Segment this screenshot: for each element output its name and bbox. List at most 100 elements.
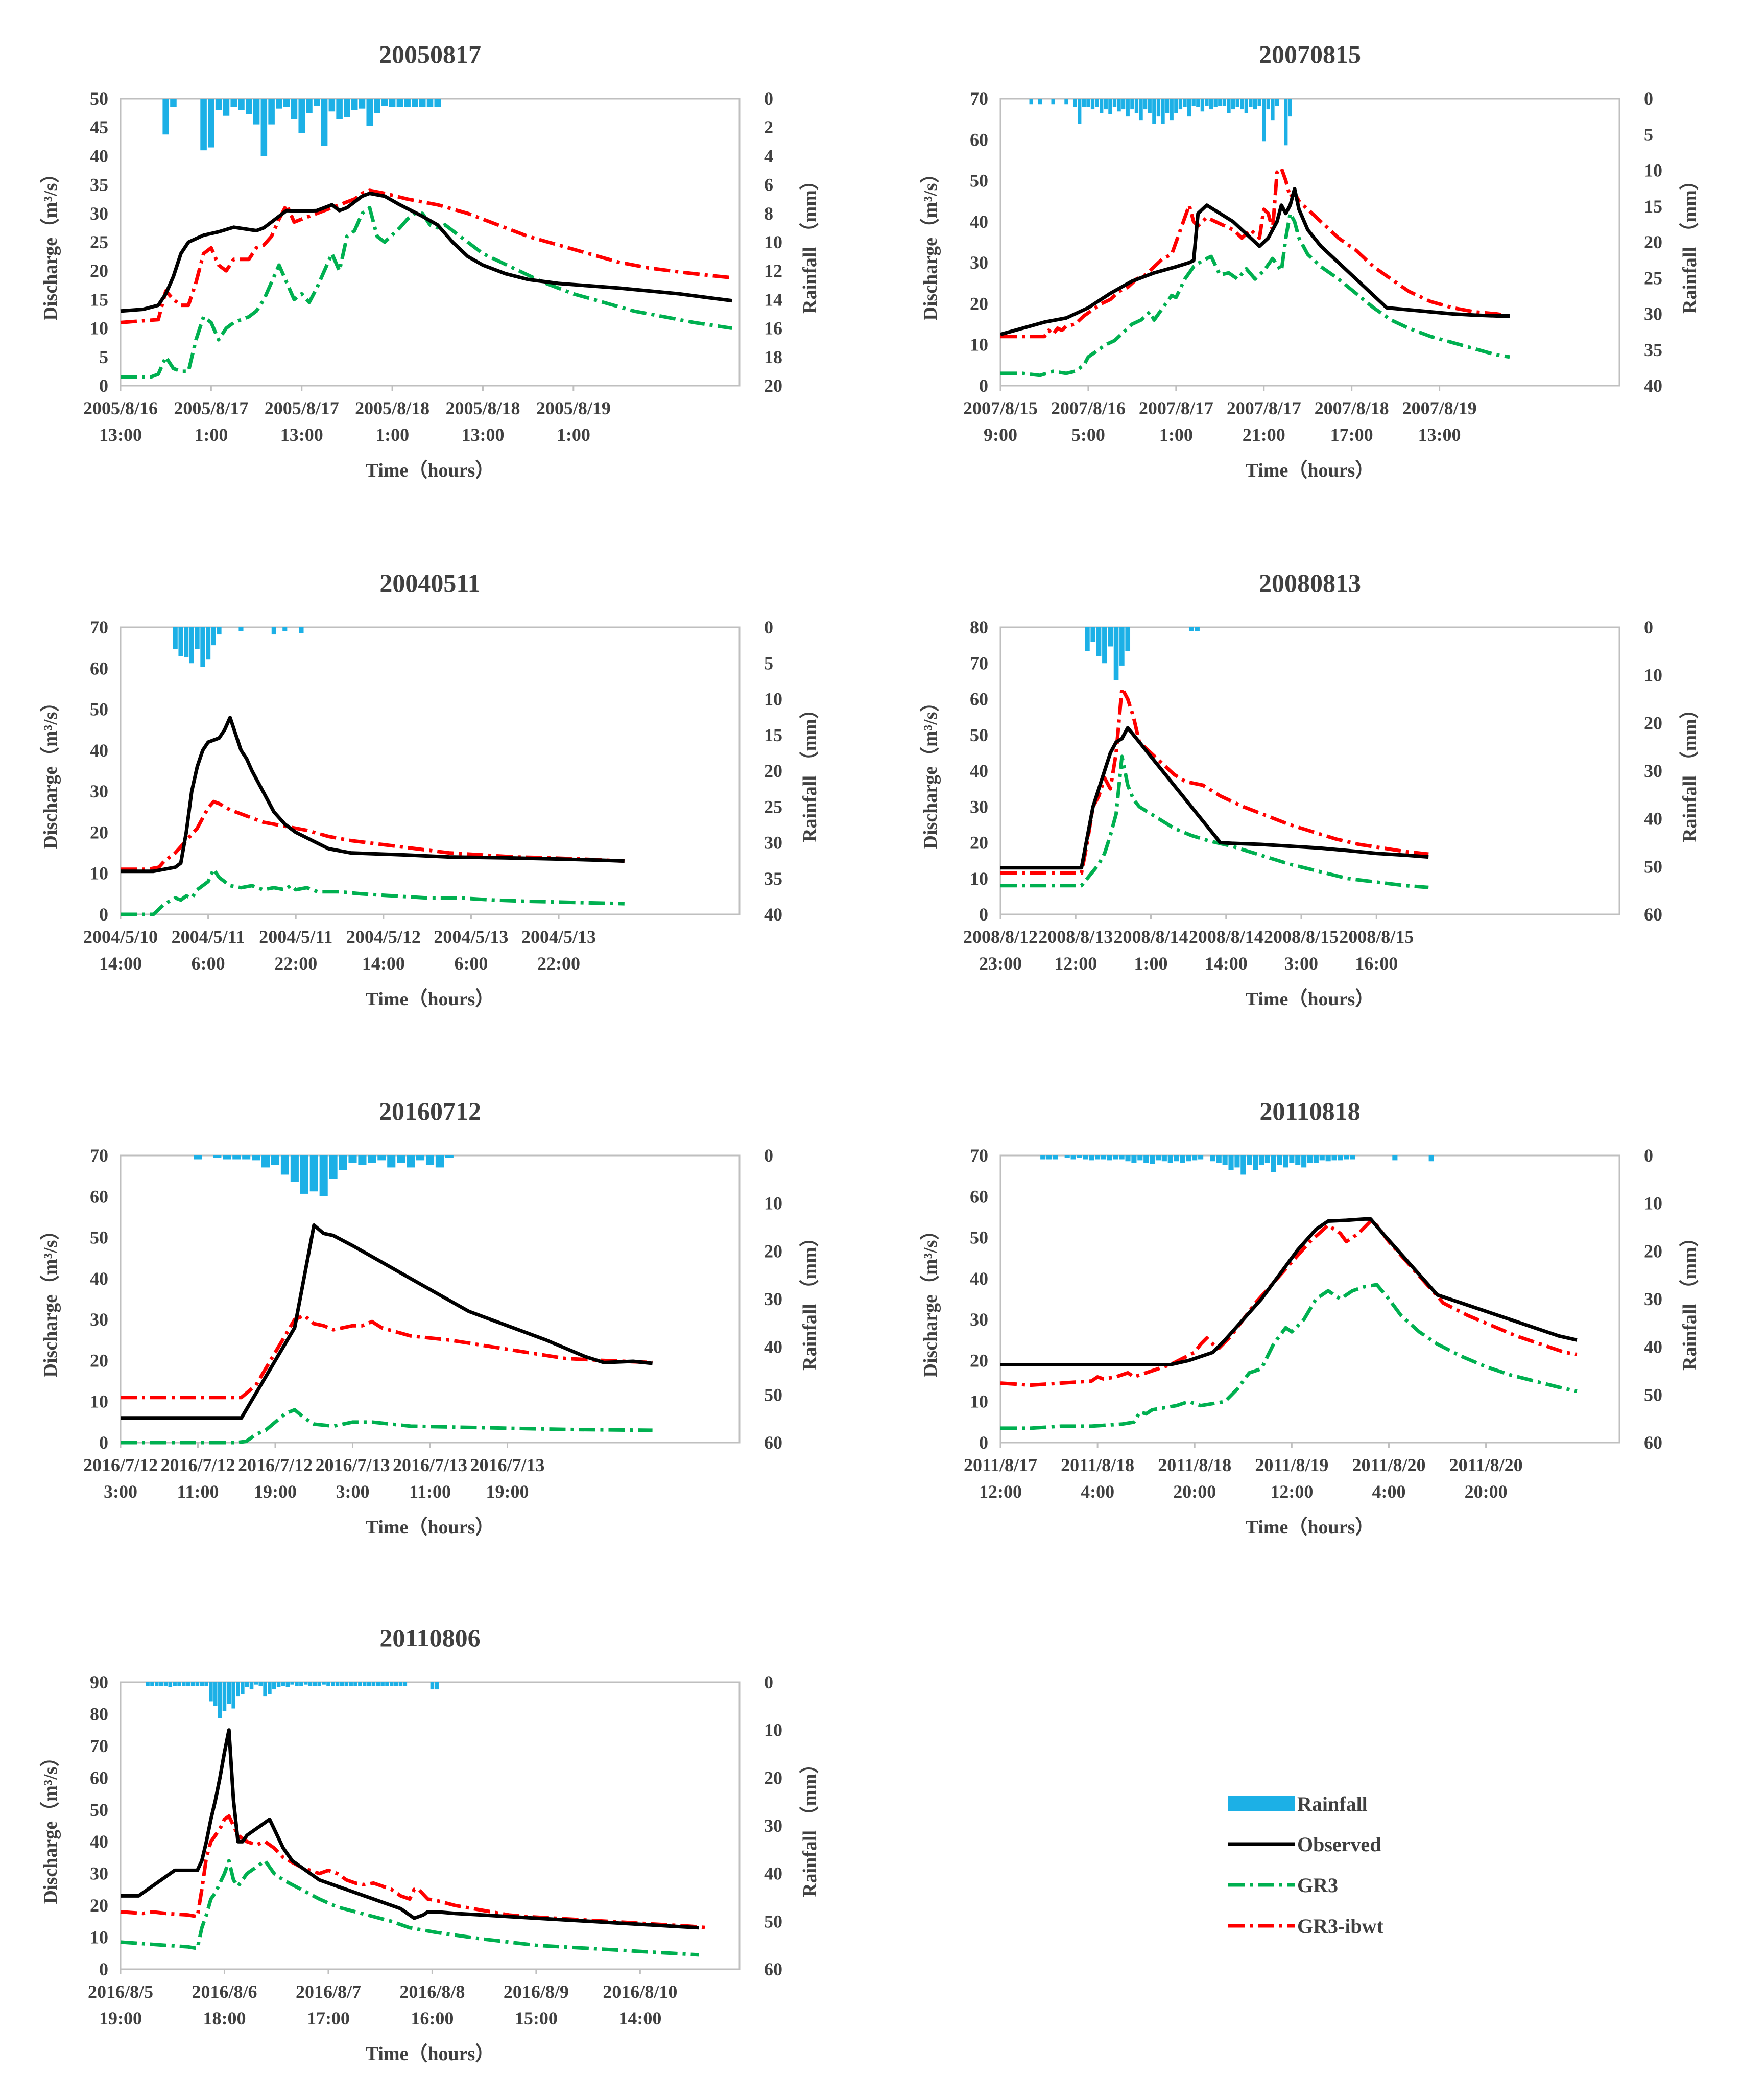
x-tick-label-time: 3:00 [1284,953,1318,974]
rainfall-bar [1240,1155,1246,1175]
chart-panel-20160712: 20160712 0 10 20 30 40 50 60 70 0 10 20 30 40 50 60 2016… [40,1097,821,1538]
y-tick-label: 0 [979,904,988,925]
rainfall-bar [1284,99,1288,146]
y-tick-label: 30 [90,1309,108,1330]
x-tick-label-time: 12:00 [1054,953,1097,974]
rainfall-bar [299,1682,303,1686]
x-tick-label-date: 2005/8/17 [265,398,339,418]
x-tick-label-date: 2008/8/13 [1038,927,1113,947]
rainfall-bar [1046,1155,1052,1160]
series-line-gr3-ibwt [1000,1219,1578,1387]
x-tick-label-time: 6:00 [192,953,225,974]
rainfall-bar [170,99,177,107]
rainfall-bar [412,99,418,107]
series-line-gr3 [121,206,732,379]
rainfall-bar [419,99,426,107]
rainfall-bar [1222,99,1227,106]
rainfall-bar [340,1682,344,1686]
rainfall-bar [306,99,313,113]
x-tick-label-time: 5:00 [1071,424,1105,445]
y-tick-label: 5 [99,347,108,367]
rainfall-bar [1271,99,1275,121]
y-tick-label: 80 [90,1704,108,1724]
rainfall-bar [1073,99,1077,107]
rainfall-bar [1052,1155,1058,1160]
rainfall-bar [1235,99,1239,107]
rainfall-bar [380,1682,385,1686]
y-axis-label: Discharge（m³/s） [40,1748,61,1904]
x-tick-label-time: 16:00 [1355,953,1398,974]
y2-tick-label: 10 [1644,160,1662,181]
rainfall-bar [407,1155,415,1168]
y2-tick-label: 50 [1644,856,1662,877]
x-tick-label-time: 1:00 [194,424,228,445]
rainfall-bar [245,99,252,114]
rainfall-bar [1253,99,1257,110]
rainfall-bar [168,1682,173,1687]
y-tick-label: 10 [970,868,988,889]
rainfall-bar [426,99,434,107]
y-tick-label: 60 [90,1186,108,1207]
y2-tick-label: 6 [764,175,773,195]
x-tick-label-date: 2007/8/17 [1139,398,1213,418]
rainfall-bar [321,99,328,146]
chart-panel-20110818: 20110818 0 10 20 30 40 50 60 70 0 10 20 30 40 50 60 2011… [920,1097,1701,1538]
y-tick-label: 10 [970,335,988,355]
rainfall-bar [1078,99,1082,124]
rainfall-bar [1258,1155,1264,1165]
series-line-observed [121,1728,699,1930]
x-tick-label-time: 14:00 [1205,953,1248,974]
y-tick-label: 10 [970,1391,988,1412]
x-tick-label-time: 13:00 [280,424,323,445]
rainfall-bar [223,99,230,116]
y-axis-label: Discharge（m³/s） [920,693,941,850]
rainfall-bar [387,1155,396,1168]
chart-panel-20110806: 20110806 0 10 20 30 40 50 60 70 80 90 0 10 20 30 40 50 60… [40,1623,821,2065]
rainfall-bar [1083,1155,1088,1160]
y2-tick-label: 60 [1644,904,1662,925]
x-tick-label-date: 2016/7/12 [83,1455,158,1475]
y-tick-label: 30 [970,796,988,817]
plot-area-frame [120,626,741,915]
x-tick-label-time: 1:00 [1134,953,1168,974]
y-tick-label: 30 [970,252,988,273]
rainfall-bar [189,627,194,664]
y2-tick-label: 20 [1644,713,1662,733]
y-axis-label: Discharge（m³/s） [920,164,941,321]
rainfall-bar [1195,627,1200,631]
rainfall-bar [209,1682,213,1702]
rainfall-bar [349,1682,353,1686]
rainfall-bar [200,1682,204,1686]
rainfall-bar [1247,1155,1252,1165]
rainfall-bar [1222,1155,1228,1165]
y-tick-label: 0 [99,1959,108,1979]
series-line-gr3 [121,1408,653,1445]
rainfall-bar [184,627,189,658]
rainfall-bar [1228,1155,1234,1170]
x-tick-label-time: 17:00 [307,2008,350,2028]
rainfall-bar [328,99,336,112]
x-tick-label-date: 2007/8/17 [1227,398,1301,418]
rainfall-bar [326,1682,330,1686]
x-tick-label-time: 14:00 [362,953,405,974]
rainfall-bar [1200,99,1205,112]
rainfall-bar [344,99,350,117]
rainfall-bar [281,1682,285,1686]
rainfall-bar [1253,1155,1258,1170]
rainfall-bar [1205,99,1209,106]
rainfall-bar [1187,99,1191,117]
rainfall-bar [1095,1155,1101,1160]
rainfall-bar [290,1682,294,1685]
rainfall-bar [1139,99,1143,121]
x-tick-label-time: 12:00 [1270,1481,1313,1502]
rainfall-bar [329,1155,338,1179]
rainfall-bar [1125,1155,1131,1162]
rainfall-bar [397,1155,405,1163]
rainfall-bar [1188,627,1194,631]
series-line-gr3 [1000,1283,1578,1430]
y-tick-label: 15 [90,289,108,310]
rainfall-bar [1301,1155,1307,1168]
x-tick-label-date: 2011/8/19 [1255,1455,1328,1475]
rainfall-bar [1161,99,1165,124]
